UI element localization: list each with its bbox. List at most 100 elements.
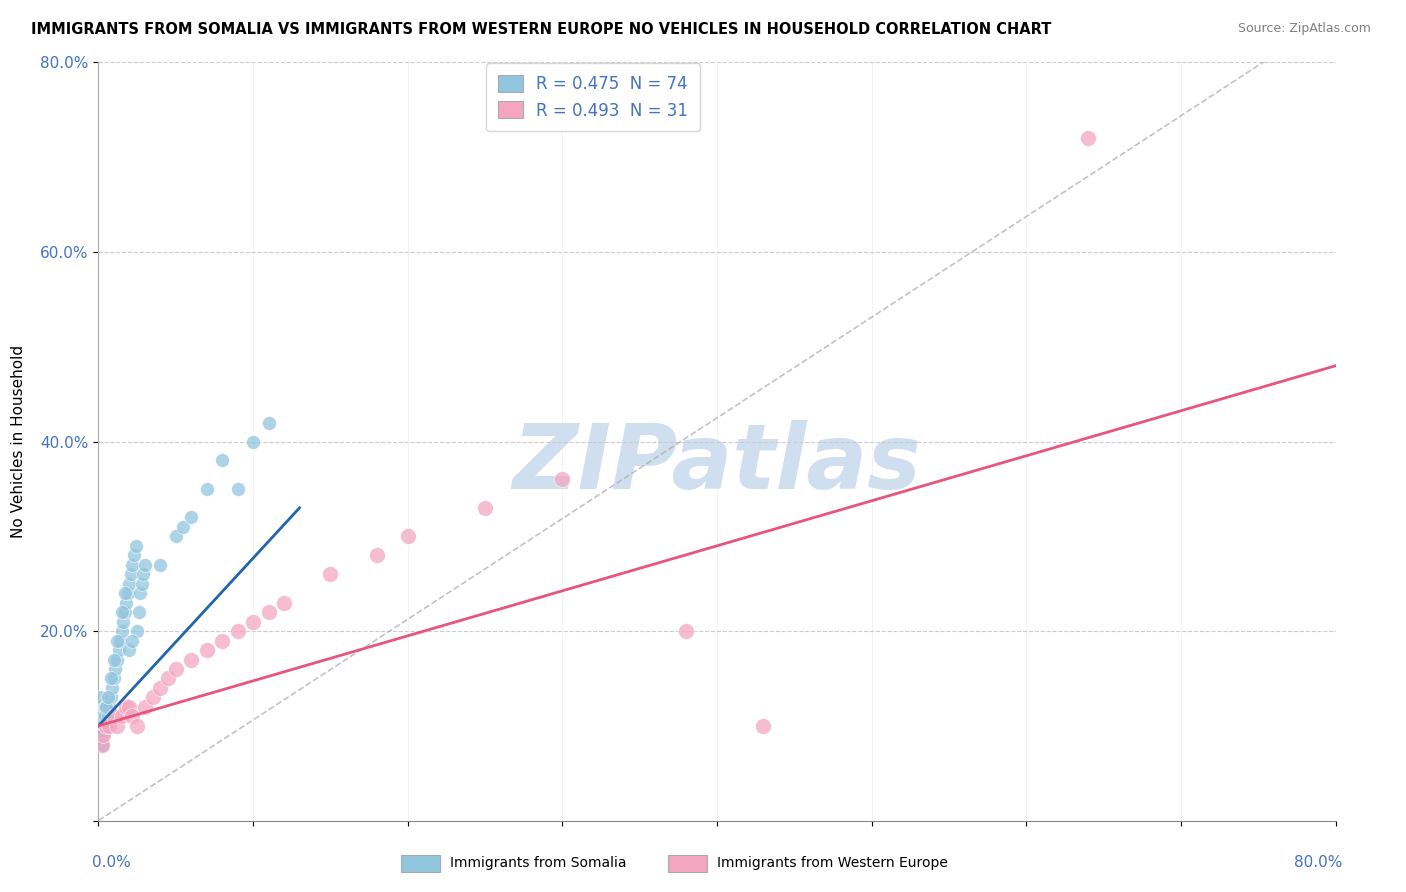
- Point: [134, 558, 156, 572]
- Point: [89, 728, 111, 742]
- Point: [89, 728, 111, 742]
- Point: [111, 605, 132, 619]
- Point: [90, 728, 112, 742]
- Point: [107, 643, 129, 657]
- Point: [1077, 131, 1099, 145]
- Point: [104, 662, 127, 676]
- Point: [89, 709, 111, 723]
- Point: [90, 719, 112, 733]
- Point: [93, 699, 115, 714]
- Point: [93, 699, 115, 714]
- Point: [91, 728, 114, 742]
- Point: [127, 719, 149, 733]
- Point: [108, 633, 131, 648]
- Point: [195, 482, 218, 496]
- Point: [91, 709, 114, 723]
- Point: [101, 681, 124, 695]
- Point: [90, 738, 112, 752]
- Point: [120, 567, 142, 582]
- Point: [91, 719, 114, 733]
- Point: [91, 719, 114, 733]
- Point: [100, 672, 122, 686]
- Point: [90, 719, 112, 733]
- Point: [551, 473, 574, 487]
- Point: [93, 709, 115, 723]
- Point: [90, 709, 112, 723]
- Text: IMMIGRANTS FROM SOMALIA VS IMMIGRANTS FROM WESTERN EUROPE NO VEHICLES IN HOUSEHO: IMMIGRANTS FROM SOMALIA VS IMMIGRANTS FR…: [31, 22, 1052, 37]
- Point: [128, 605, 150, 619]
- Point: [226, 482, 249, 496]
- Text: ZIPatlas: ZIPatlas: [513, 420, 921, 508]
- Point: [273, 596, 295, 610]
- Point: [114, 605, 136, 619]
- Point: [93, 699, 115, 714]
- Point: [129, 586, 152, 600]
- Point: [90, 719, 112, 733]
- Point: [103, 709, 125, 723]
- Text: Immigrants from Somalia: Immigrants from Somalia: [450, 856, 627, 871]
- Point: [91, 738, 114, 752]
- Point: [319, 567, 342, 582]
- Point: [118, 643, 141, 657]
- Point: [90, 738, 112, 752]
- Text: Source: ZipAtlas.com: Source: ZipAtlas.com: [1237, 22, 1371, 36]
- Point: [675, 624, 697, 639]
- Point: [96, 719, 118, 733]
- Point: [103, 672, 125, 686]
- Point: [89, 738, 111, 752]
- Point: [141, 690, 165, 705]
- Point: [89, 719, 111, 733]
- Point: [90, 728, 112, 742]
- Point: [91, 709, 114, 723]
- Point: [90, 719, 112, 733]
- Point: [124, 539, 146, 553]
- Text: 80.0%: 80.0%: [1294, 855, 1341, 870]
- Point: [211, 453, 233, 467]
- Point: [165, 529, 187, 543]
- Point: [131, 576, 153, 591]
- Point: [111, 624, 132, 639]
- Point: [118, 699, 141, 714]
- Point: [90, 738, 112, 752]
- Point: [112, 615, 135, 629]
- Point: [134, 699, 156, 714]
- Point: [474, 500, 496, 515]
- Point: [122, 548, 145, 563]
- Point: [105, 633, 128, 648]
- Point: [98, 719, 121, 733]
- Point: [121, 558, 143, 572]
- Point: [180, 510, 202, 524]
- Point: [114, 586, 136, 600]
- Legend: R = 0.475  N = 74, R = 0.493  N = 31: R = 0.475 N = 74, R = 0.493 N = 31: [486, 63, 700, 131]
- Point: [127, 624, 149, 639]
- Point: [195, 643, 218, 657]
- Point: [117, 586, 139, 600]
- Point: [97, 690, 120, 705]
- Text: 0.0%: 0.0%: [93, 855, 131, 870]
- Point: [226, 624, 249, 639]
- Point: [157, 672, 180, 686]
- Point: [105, 719, 128, 733]
- Point: [115, 596, 138, 610]
- Point: [111, 709, 132, 723]
- Point: [98, 699, 121, 714]
- Point: [89, 728, 111, 742]
- Point: [121, 709, 143, 723]
- Point: [180, 652, 202, 666]
- Text: Immigrants from Western Europe: Immigrants from Western Europe: [717, 856, 948, 871]
- Point: [96, 719, 118, 733]
- Point: [89, 728, 111, 742]
- Point: [103, 652, 125, 666]
- Point: [366, 548, 388, 563]
- Point: [242, 615, 264, 629]
- Point: [96, 699, 118, 714]
- Point: [91, 728, 114, 742]
- Point: [242, 434, 264, 449]
- Point: [118, 576, 141, 591]
- Point: [115, 699, 138, 714]
- Point: [752, 719, 775, 733]
- Point: [89, 690, 111, 705]
- Point: [89, 699, 111, 714]
- Point: [97, 709, 120, 723]
- Point: [172, 520, 194, 534]
